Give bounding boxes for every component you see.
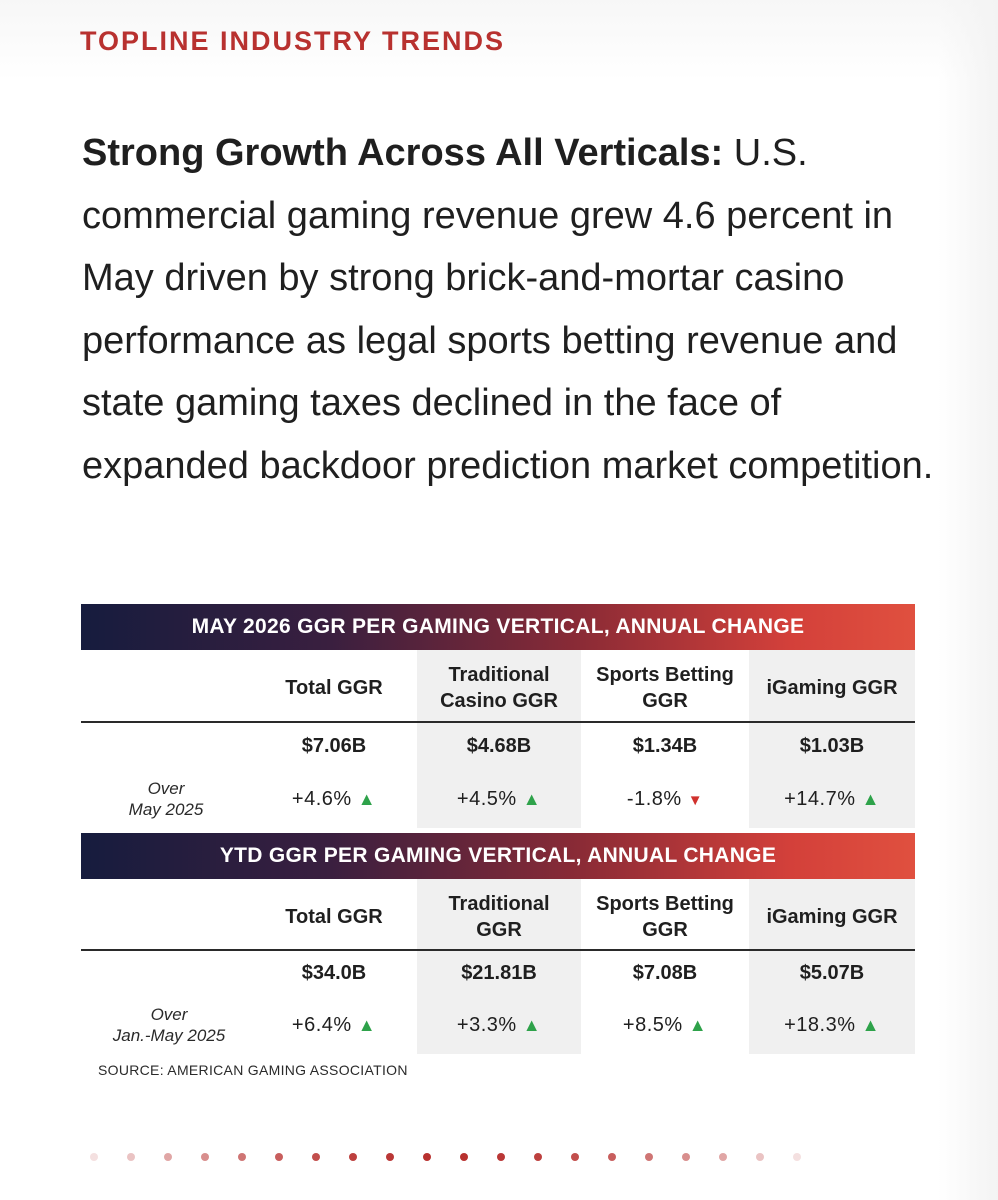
up-arrow-icon: ▲: [861, 1015, 880, 1035]
value-total-ggr: $34.0B: [301, 962, 367, 984]
decorative-dot: [645, 1153, 653, 1161]
source-note: SOURCE: AMERICAN GAMING ASSOCIATION: [98, 1062, 408, 1078]
decorative-dot: [793, 1153, 801, 1161]
column-header-total-ggr: Total GGR: [285, 906, 383, 928]
header-divider: [81, 949, 915, 951]
value-sports-betting-ggr: $1.34B: [632, 735, 698, 757]
change-traditional-ggr: +3.3% ▲: [456, 1014, 542, 1036]
row-label-over-jan-may-2025: Over Jan.-May 2025: [112, 1005, 226, 1045]
decorative-dot: [90, 1153, 98, 1161]
change-total-ggr: +4.6% ▲: [291, 788, 377, 810]
decorative-dot: [238, 1153, 246, 1161]
column-header-traditional-ggr: Traditional GGR: [448, 893, 550, 941]
shade-column: [417, 650, 581, 828]
up-arrow-icon: ▲: [357, 1015, 377, 1035]
header-divider: [81, 721, 915, 723]
decorative-dot: [312, 1153, 320, 1161]
right-edge-shade: [938, 0, 998, 1200]
table-title-may: MAY 2026 GGR PER GAMING VERTICAL, ANNUAL…: [81, 604, 915, 650]
decorative-dot: [608, 1153, 616, 1161]
decorative-dot: [682, 1153, 690, 1161]
column-header-sports-betting-ggr: Sports Betting GGR: [596, 893, 734, 941]
decorative-dot: [571, 1153, 579, 1161]
up-arrow-icon: ▲: [522, 1015, 542, 1035]
up-arrow-icon: ▲: [861, 789, 880, 809]
decorative-dot: [423, 1153, 431, 1161]
lead-heading: Strong Growth Across All Verticals:: [82, 132, 724, 174]
decorative-dot-row: [90, 1153, 801, 1161]
value-igaming-ggr: $5.07B: [799, 962, 865, 984]
column-header-traditional-casino-ggr: Traditional Casino GGR: [440, 664, 558, 712]
decorative-dot: [127, 1153, 135, 1161]
decorative-dot: [349, 1153, 357, 1161]
decorative-dot: [534, 1153, 542, 1161]
down-arrow-icon: ▼: [687, 792, 704, 809]
row-label-over-may-2025: Over May 2025: [128, 779, 204, 819]
top-shade: [0, 0, 998, 80]
change-total-ggr: +6.4% ▲: [291, 1014, 377, 1036]
lead-paragraph: Strong Growth Across All Verticals: U.S.…: [82, 122, 942, 497]
ggr-tables: MAY 2026 GGR PER GAMING VERTICAL, ANNUAL…: [81, 604, 915, 1054]
up-arrow-icon: ▲: [357, 789, 377, 809]
column-header-igaming-ggr: iGaming GGR: [766, 906, 898, 928]
decorative-dot: [460, 1153, 468, 1161]
decorative-dot: [201, 1153, 209, 1161]
change-traditional-casino-ggr: +4.5% ▲: [456, 788, 542, 810]
up-arrow-icon: ▲: [522, 789, 542, 809]
value-sports-betting-ggr: $7.08B: [632, 962, 698, 984]
table-title-ytd: YTD GGR PER GAMING VERTICAL, ANNUAL CHAN…: [81, 833, 915, 879]
value-igaming-ggr: $1.03B: [799, 735, 865, 757]
section-label: TOPLINE INDUSTRY TRENDS: [80, 26, 506, 56]
decorative-dot: [497, 1153, 505, 1161]
decorative-dot: [164, 1153, 172, 1161]
change-sports-betting-ggr: +8.5% ▲: [622, 1014, 708, 1036]
shade-column: [749, 650, 915, 828]
value-total-ggr: $7.06B: [301, 735, 367, 757]
decorative-dot: [756, 1153, 764, 1161]
column-header-igaming-ggr: iGaming GGR: [766, 677, 898, 699]
decorative-dot: [719, 1153, 727, 1161]
change-sports-betting-ggr: -1.8% ▼: [626, 788, 704, 810]
lead-text: U.S. commercial gaming revenue grew 4.6 …: [82, 132, 934, 487]
change-igaming-ggr: +18.3% ▲: [784, 1014, 880, 1036]
change-igaming-ggr: +14.7% ▲: [784, 788, 880, 810]
decorative-dot: [386, 1153, 394, 1161]
value-traditional-casino-ggr: $4.68B: [466, 735, 532, 757]
up-arrow-icon: ▲: [688, 1015, 708, 1035]
decorative-dot: [275, 1153, 283, 1161]
shade-column: [749, 879, 915, 1054]
column-header-sports-betting-ggr: Sports Betting GGR: [596, 664, 734, 712]
value-traditional-ggr: $21.81B: [461, 962, 537, 984]
shade-column: [417, 879, 581, 1054]
column-header-total-ggr: Total GGR: [285, 677, 383, 699]
